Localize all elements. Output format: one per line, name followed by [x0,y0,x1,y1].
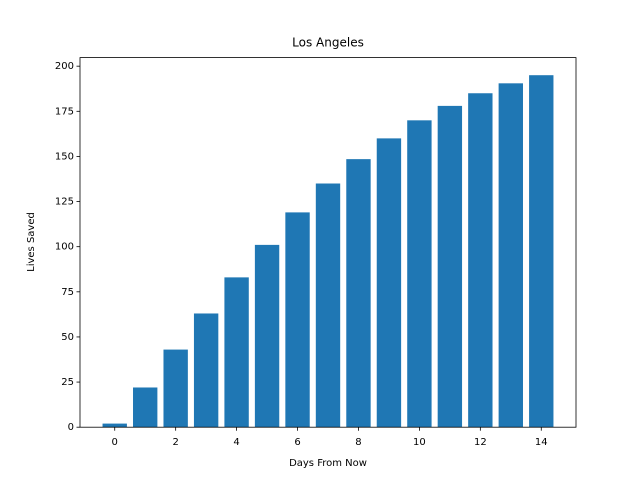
plot-frame [79,57,577,428]
bar [254,244,280,428]
bar [315,183,341,428]
chart-title: Los Angeles [292,36,364,50]
y-tick-label: 100 [55,242,74,253]
bar [346,159,371,428]
bar [133,387,158,428]
bar [498,83,523,428]
x-axis-label: Days From Now [289,458,367,469]
x-tick-label: 6 [294,437,300,448]
x-tick-label: 14 [535,437,548,448]
bar [285,212,310,428]
y-tick-label: 25 [61,377,74,388]
y-tick-label: 0 [68,422,74,433]
bar [376,138,402,428]
bar [163,349,188,428]
y-tick-label: 125 [55,197,74,208]
bar [407,120,432,428]
bar [529,75,554,428]
y-tick-label: 175 [55,106,74,117]
x-tick-label: 12 [474,437,487,448]
x-tick-label: 2 [172,437,178,448]
bar [437,105,463,428]
y-tick-label: 75 [61,287,74,298]
y-axis-label: Lives Saved [26,212,37,272]
x-tick-label: 10 [413,437,426,448]
x-tick-label: 8 [355,437,361,448]
y-tick-label: 200 [55,61,74,72]
x-tick-label: 4 [233,437,239,448]
bar [193,313,219,428]
y-tick-label: 150 [55,151,74,162]
bar [468,93,493,428]
bar [102,423,127,428]
x-tick-label: 0 [112,437,118,448]
bar [224,277,249,428]
y-tick-label: 50 [61,332,74,343]
